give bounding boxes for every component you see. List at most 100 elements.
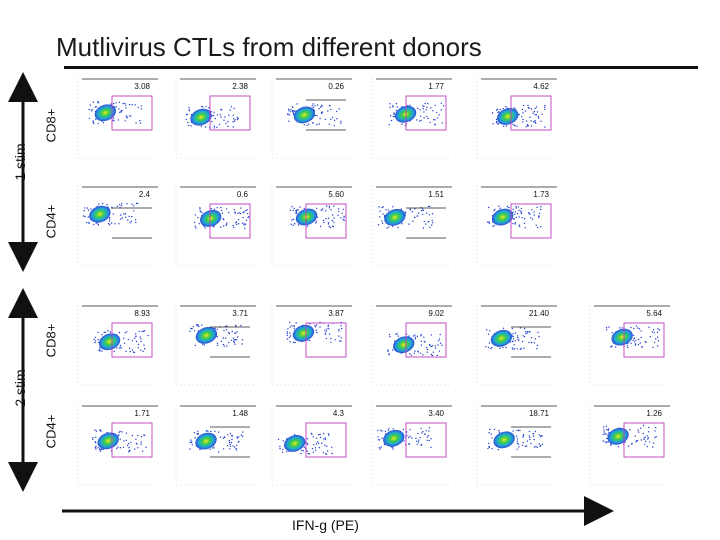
event-dot (647, 438, 649, 440)
event-dot (377, 439, 380, 441)
event-dot (629, 429, 631, 431)
event-dot (615, 346, 617, 348)
event-dot (308, 453, 311, 455)
event-dot (420, 443, 422, 446)
event-dot (523, 104, 525, 107)
event-dot (608, 326, 610, 328)
event-dot (523, 327, 526, 330)
event-dot (392, 446, 394, 448)
event-dot (537, 117, 540, 119)
event-dot (282, 448, 284, 451)
event-dot (488, 442, 490, 445)
event-dot (288, 114, 291, 116)
density-core (283, 435, 306, 452)
event-dot (286, 451, 288, 453)
event-dot (385, 209, 387, 211)
event-dot (524, 331, 527, 333)
event-dot (316, 104, 319, 106)
event-dot (321, 442, 323, 444)
event-dot (408, 335, 410, 337)
event-dot (655, 426, 657, 429)
event-dot (118, 108, 120, 110)
event-dot (488, 221, 490, 223)
event-dot (131, 215, 133, 218)
event-dot (333, 217, 335, 219)
event-dot (82, 215, 85, 217)
event-dot (528, 430, 531, 433)
event-dot (423, 220, 425, 223)
event-dot (402, 428, 405, 431)
event-dot (190, 125, 192, 127)
event-dot (602, 440, 604, 442)
event-dot (123, 342, 126, 344)
event-dot (137, 447, 139, 449)
event-dot (487, 221, 489, 223)
event-dot (229, 109, 231, 111)
event-dot (289, 326, 291, 328)
event-dot (411, 437, 413, 439)
event-dot (125, 107, 127, 109)
event-dot (391, 349, 394, 351)
event-dot (488, 222, 490, 224)
event-dot (505, 125, 508, 127)
event-dot (423, 117, 425, 119)
event-dot (442, 105, 445, 107)
event-dot (630, 326, 632, 329)
event-dot (119, 447, 122, 449)
event-dot (427, 117, 429, 120)
event-dot (125, 350, 127, 353)
event-dot (438, 338, 441, 340)
event-dot (289, 332, 291, 334)
event-dot (115, 106, 118, 108)
event-dot (99, 449, 101, 451)
density-core (383, 429, 405, 447)
event-dot (519, 225, 521, 228)
event-dot (536, 226, 539, 229)
event-dot (242, 212, 244, 214)
event-dot (119, 344, 122, 347)
event-dot (381, 430, 383, 432)
event-dot (515, 216, 517, 219)
density-core (94, 104, 117, 122)
event-dot (379, 448, 381, 450)
event-dot (514, 125, 516, 127)
event-dot (213, 208, 215, 210)
event-dot (243, 223, 245, 225)
gate-box (405, 422, 447, 458)
event-dot (193, 330, 196, 332)
event-dot (113, 120, 115, 122)
event-dot (95, 106, 98, 108)
event-dot (314, 105, 316, 107)
event-dot (236, 331, 238, 333)
event-dot (432, 119, 435, 121)
event-dot (94, 340, 97, 342)
event-dot (324, 453, 326, 455)
event-dot (193, 432, 196, 434)
event-dot (242, 431, 244, 433)
event-dot (225, 122, 227, 125)
event-dot (116, 205, 119, 207)
event-dot (530, 120, 532, 122)
gate-percent-label: 21.40 (529, 309, 550, 318)
flow-panel: 9.02 (371, 305, 452, 386)
event-dot (533, 121, 535, 123)
density-core (195, 432, 217, 450)
event-dot (188, 124, 190, 127)
event-dot (640, 330, 642, 332)
event-dot (324, 332, 326, 334)
event-dot (603, 431, 605, 433)
event-dot (187, 121, 189, 124)
event-dot (291, 106, 294, 108)
event-dot (282, 440, 284, 442)
event-dot (657, 345, 659, 347)
flow-panel: 8.93 (77, 305, 158, 386)
event-dot (241, 222, 244, 224)
event-dot (439, 342, 442, 344)
x-axis-label: IFN-g (PE) (292, 517, 359, 533)
density-core (190, 108, 212, 126)
event-dot (330, 209, 332, 211)
event-dot (621, 327, 623, 329)
event-dot (299, 206, 301, 208)
flow-panel: 1.71 (77, 405, 158, 486)
event-dot (491, 112, 494, 114)
